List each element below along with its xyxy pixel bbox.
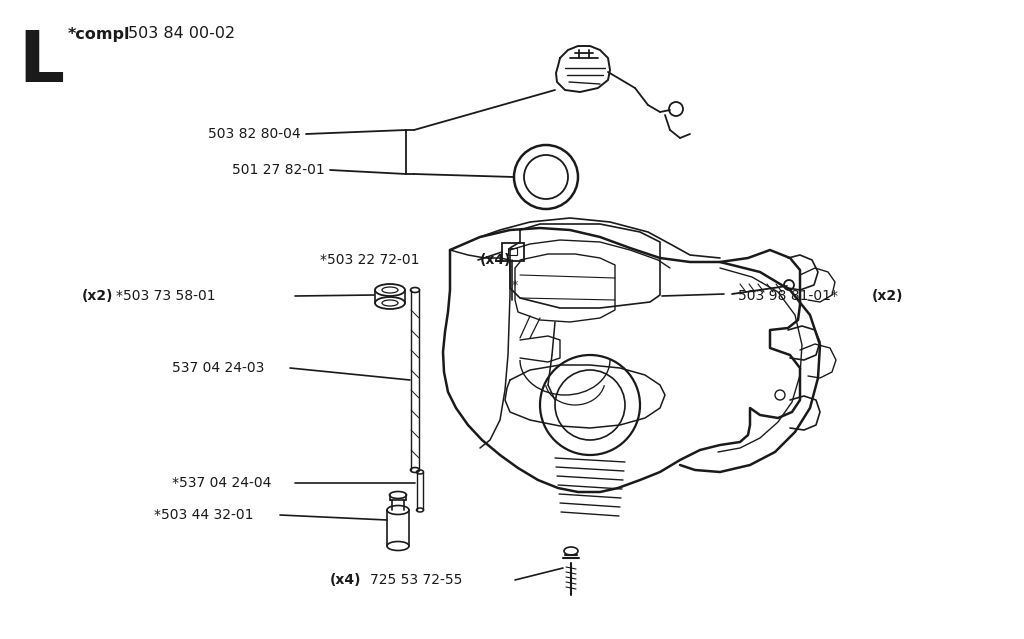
Text: L: L	[18, 28, 63, 97]
Ellipse shape	[387, 541, 409, 551]
Text: 501 27 82-01: 501 27 82-01	[232, 163, 325, 177]
Text: *: *	[512, 279, 518, 291]
Text: *537 04 24-04: *537 04 24-04	[172, 476, 271, 490]
Circle shape	[524, 155, 568, 199]
Text: 503 98 81-01*: 503 98 81-01*	[738, 289, 838, 303]
Text: (x2): (x2)	[82, 289, 114, 303]
Text: *503 73 58-01: *503 73 58-01	[116, 289, 216, 303]
Circle shape	[540, 355, 640, 455]
Text: (x4): (x4)	[480, 253, 512, 267]
Circle shape	[555, 370, 625, 440]
Text: *compl: *compl	[68, 26, 130, 42]
Text: *503 22 72-01: *503 22 72-01	[319, 253, 420, 267]
Text: 503 82 80-04: 503 82 80-04	[208, 127, 301, 141]
FancyBboxPatch shape	[502, 243, 524, 261]
Circle shape	[514, 145, 578, 209]
Text: 725 53 72-55: 725 53 72-55	[370, 573, 463, 587]
Text: *503 44 32-01: *503 44 32-01	[154, 508, 254, 522]
Text: (x4): (x4)	[330, 573, 361, 587]
Text: 503 84 00-02: 503 84 00-02	[128, 26, 236, 42]
Text: 537 04 24-03: 537 04 24-03	[172, 361, 264, 375]
Text: (x2): (x2)	[872, 289, 903, 303]
